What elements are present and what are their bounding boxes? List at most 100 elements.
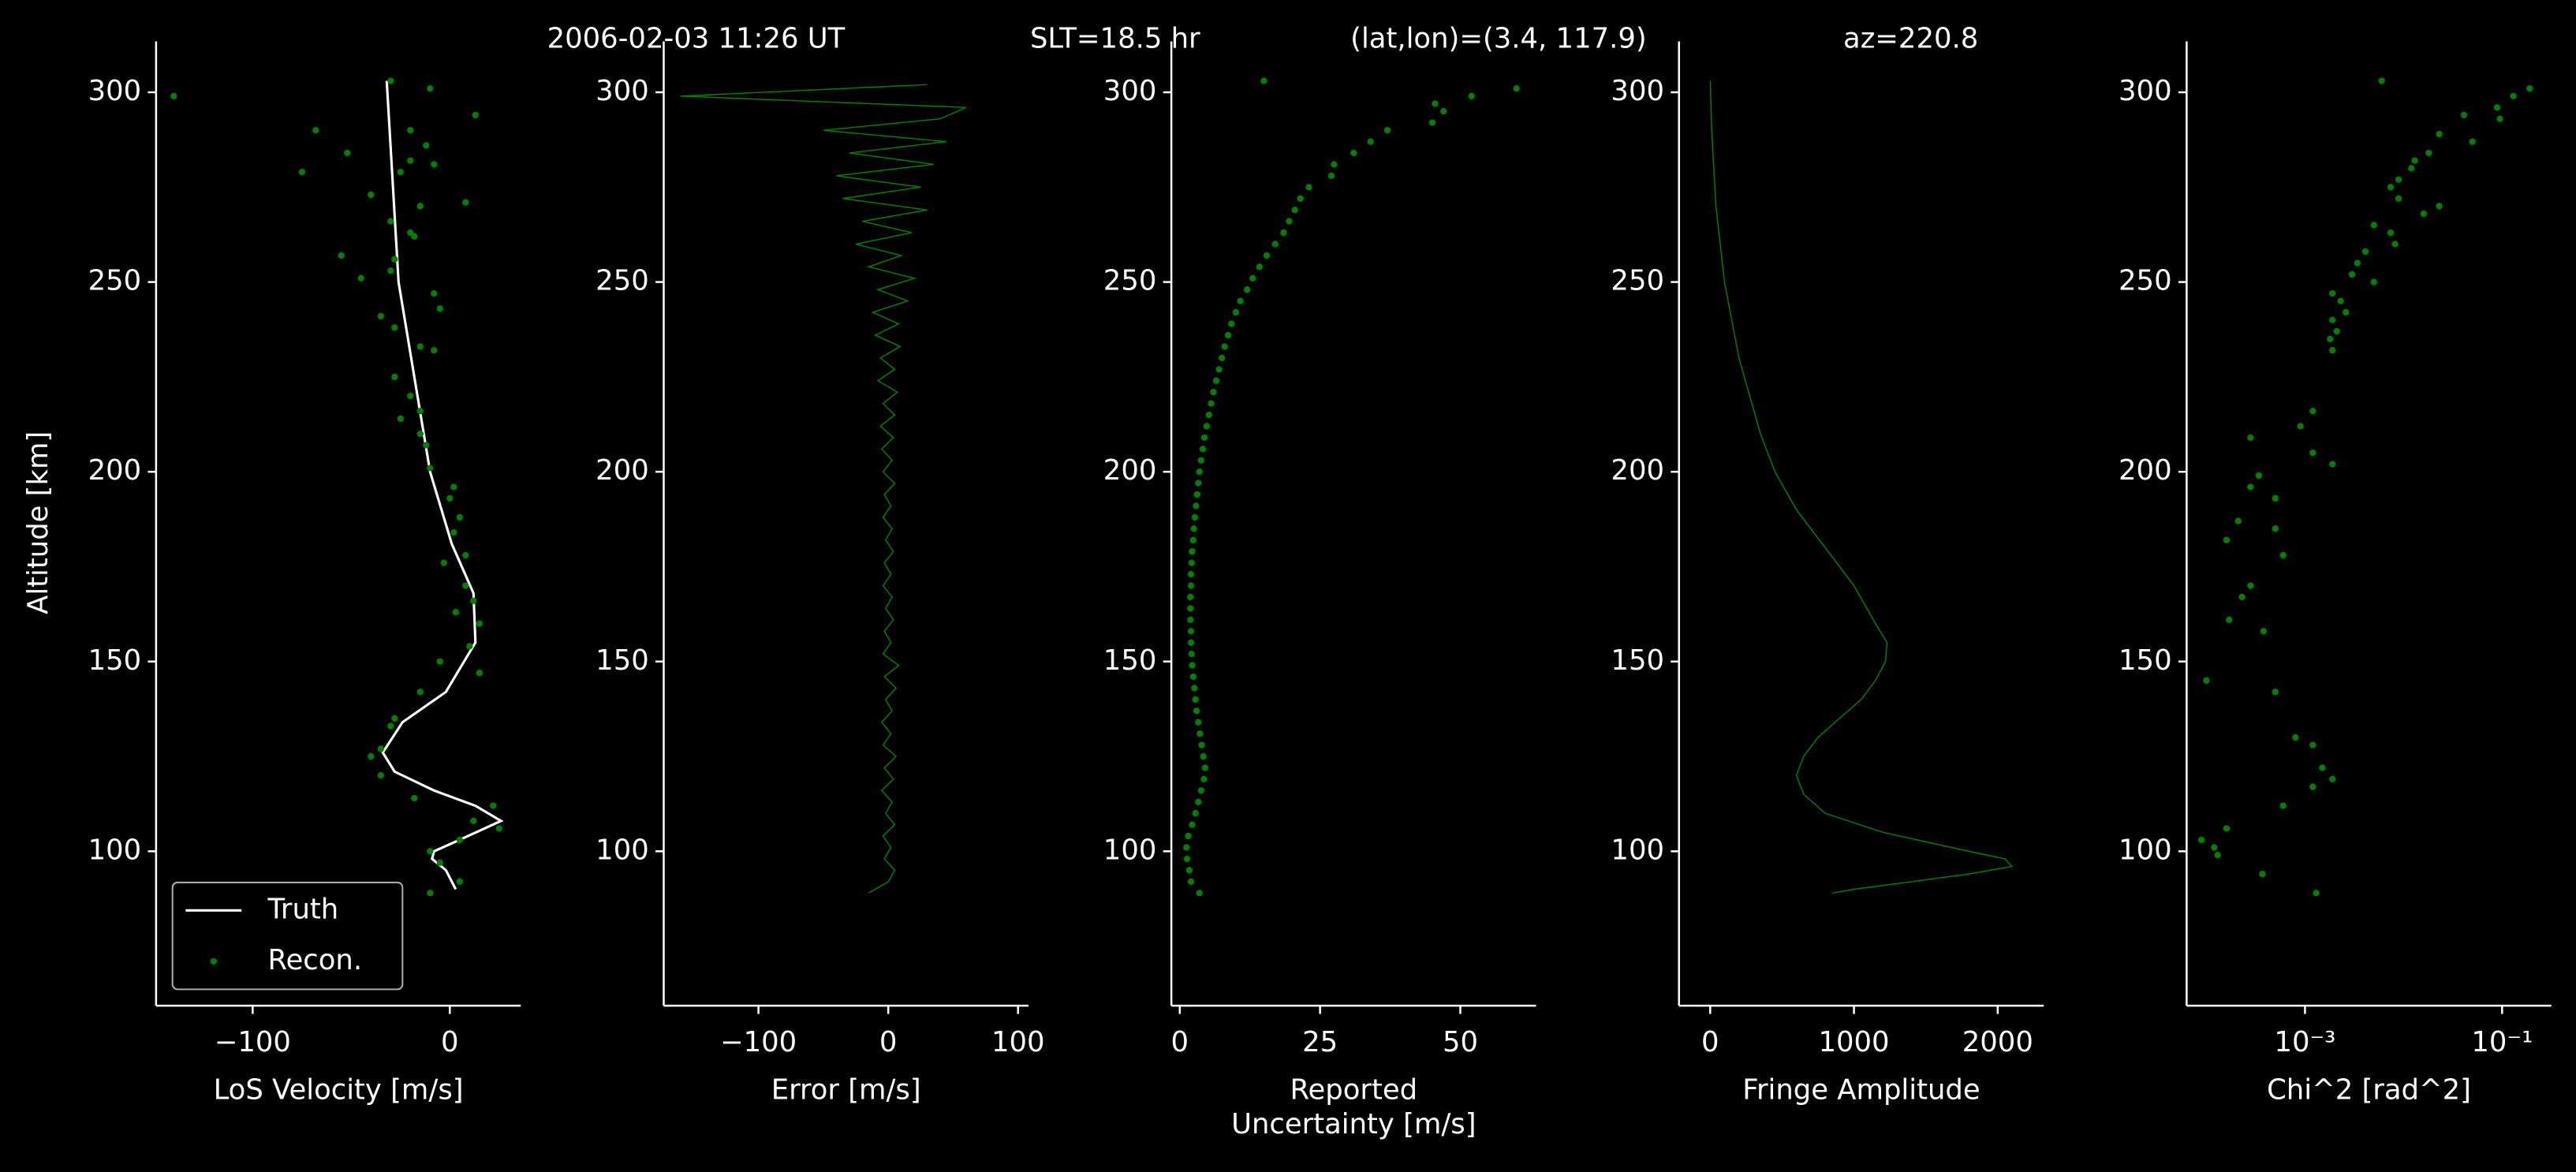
point	[466, 643, 473, 650]
point	[391, 373, 398, 381]
point	[416, 203, 424, 210]
point	[1187, 605, 1194, 612]
point	[1197, 787, 1204, 794]
point	[391, 715, 398, 722]
y-tick-label: 250	[1611, 265, 1664, 297]
point	[1193, 502, 1200, 509]
point	[1189, 673, 1197, 681]
point	[452, 609, 459, 616]
point	[427, 85, 434, 92]
point	[1280, 229, 1287, 237]
point	[470, 817, 477, 825]
x-tick-label: 10⁻³	[2274, 1026, 2335, 1058]
point	[436, 658, 443, 665]
point	[1189, 662, 1196, 669]
x-tick-label: 0	[441, 1026, 459, 1058]
point	[2234, 517, 2242, 524]
point	[2309, 741, 2317, 748]
line	[680, 84, 967, 894]
line	[381, 80, 504, 890]
y-tick-label: 150	[88, 644, 142, 677]
point	[1243, 286, 1251, 293]
point	[2292, 733, 2299, 741]
point	[1305, 184, 1312, 191]
point	[462, 551, 469, 559]
point	[2260, 628, 2268, 635]
point	[1193, 707, 1200, 715]
point	[1383, 126, 1391, 134]
point	[2370, 222, 2377, 229]
point	[1197, 730, 1204, 737]
point	[1513, 85, 1520, 92]
point	[338, 252, 345, 259]
point	[1187, 570, 1195, 578]
y-tick-label: 100	[595, 834, 649, 866]
point	[2469, 138, 2476, 145]
point	[1195, 798, 1202, 805]
y-tick-label: 200	[595, 454, 649, 487]
point	[387, 77, 394, 84]
point	[431, 161, 438, 168]
point	[1200, 434, 1208, 442]
point	[2333, 327, 2340, 335]
point	[427, 465, 434, 472]
y-tick-label: 250	[595, 265, 649, 297]
point	[2354, 259, 2361, 267]
point	[462, 199, 469, 206]
point	[397, 415, 404, 422]
point	[1187, 639, 1195, 646]
point	[427, 890, 434, 897]
point	[2272, 525, 2279, 532]
point	[2378, 77, 2385, 84]
y-tick-label: 200	[1103, 454, 1157, 487]
point	[1439, 107, 1447, 115]
point	[1191, 685, 1198, 692]
point	[2223, 825, 2231, 832]
point	[2337, 297, 2344, 304]
point	[1208, 400, 1215, 407]
point	[2496, 115, 2503, 122]
y-tick-label: 100	[1611, 834, 1664, 866]
point	[2493, 104, 2501, 111]
point	[436, 305, 443, 312]
point	[1212, 377, 1220, 384]
x-tick-label: 0	[879, 1026, 898, 1058]
point	[1192, 810, 1199, 817]
point	[456, 878, 463, 886]
point	[1271, 241, 1279, 248]
point	[377, 745, 384, 752]
point	[2259, 871, 2266, 878]
y-tick-label: 300	[595, 75, 649, 107]
point	[2309, 408, 2317, 415]
point	[312, 126, 319, 134]
point	[2247, 582, 2254, 589]
point	[1185, 867, 1193, 874]
point	[2272, 689, 2279, 696]
point	[1256, 263, 1263, 271]
point	[1263, 252, 1271, 259]
point	[1428, 119, 1436, 126]
point	[1187, 582, 1195, 589]
point	[1193, 491, 1201, 498]
point	[456, 513, 463, 521]
point	[1187, 628, 1195, 635]
point	[476, 620, 483, 627]
x-tick-label: 25	[1302, 1026, 1338, 1058]
y-tick-label: 150	[595, 644, 649, 677]
point	[1195, 480, 1202, 487]
point	[357, 274, 364, 282]
point	[1468, 92, 1475, 99]
point	[377, 312, 384, 320]
point	[1190, 525, 1197, 532]
point	[391, 324, 398, 331]
point	[2420, 210, 2428, 218]
point	[2279, 802, 2287, 809]
point	[1187, 616, 1194, 623]
point	[1200, 752, 1207, 760]
y-tick-label: 300	[1611, 75, 1664, 107]
title-location: (lat,lon)=(3.4, 117.9)	[1350, 22, 1647, 54]
point	[1191, 513, 1199, 521]
y-tick-label: 250	[1103, 265, 1157, 297]
x-axis-label: LoS Velocity [m/s]	[214, 1073, 464, 1106]
x-tick-label: 0	[1171, 1026, 1189, 1058]
